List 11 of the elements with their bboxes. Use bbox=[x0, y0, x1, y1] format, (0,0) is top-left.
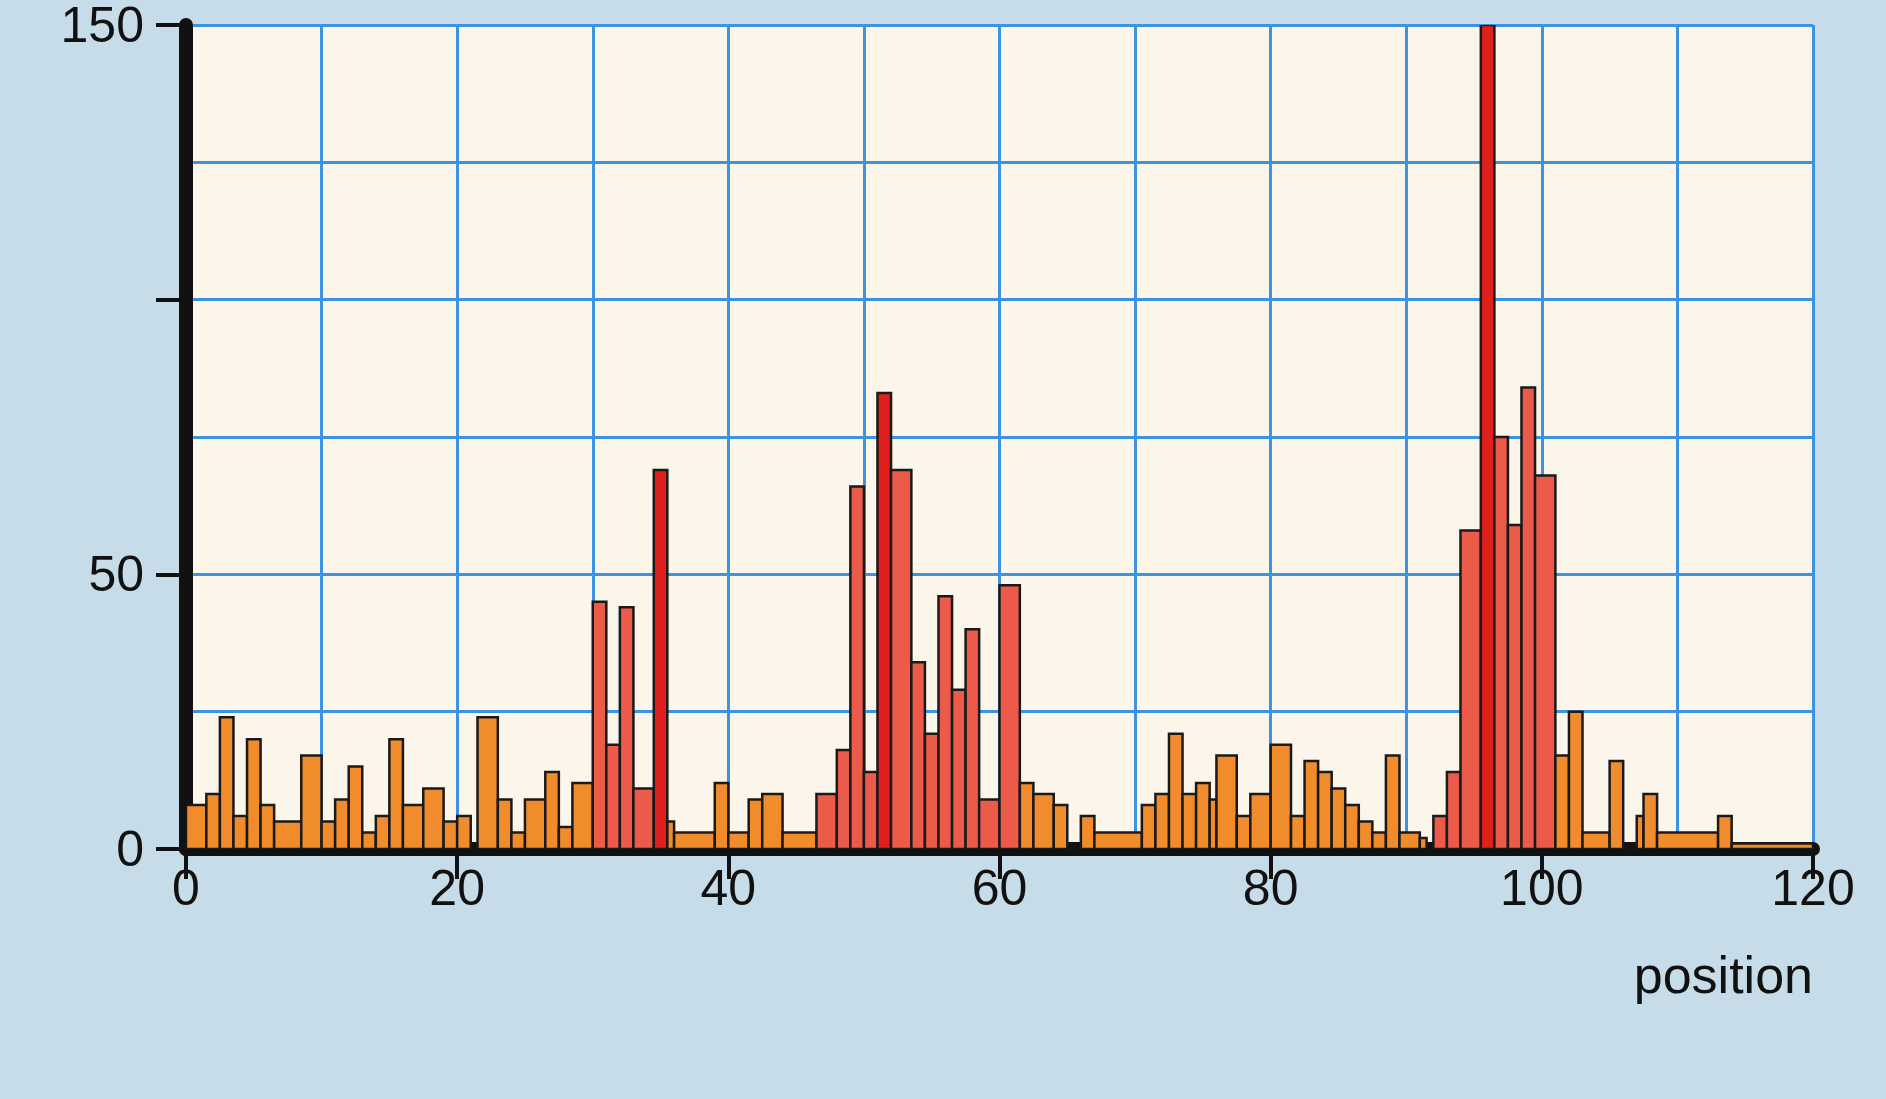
x-tick-label: 60 bbox=[971, 860, 1028, 916]
y-tick-label: 150 bbox=[60, 0, 144, 53]
x-tick-label: 100 bbox=[1500, 860, 1584, 916]
x-tick-label: 80 bbox=[1242, 860, 1299, 916]
x-axis-title: position bbox=[1633, 946, 1813, 1004]
x-tick-label: 40 bbox=[700, 860, 757, 916]
y-tick-label: 50 bbox=[88, 546, 144, 603]
x-tick-label: 0 bbox=[172, 860, 200, 916]
x-tick-label: 20 bbox=[429, 860, 485, 916]
x-tick-label: 120 bbox=[1771, 860, 1855, 916]
y-tick-label: 0 bbox=[116, 821, 144, 877]
